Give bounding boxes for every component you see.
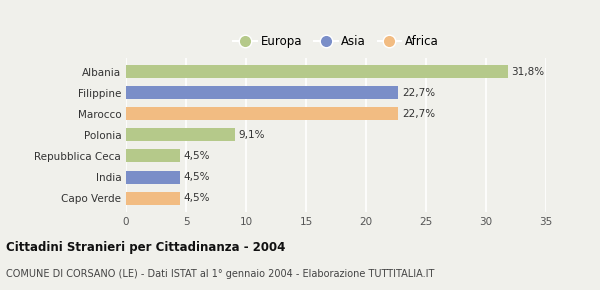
Text: Cittadini Stranieri per Cittadinanza - 2004: Cittadini Stranieri per Cittadinanza - 2… — [6, 241, 286, 254]
Text: 22,7%: 22,7% — [402, 88, 435, 98]
Text: 4,5%: 4,5% — [184, 172, 210, 182]
Text: 22,7%: 22,7% — [402, 109, 435, 119]
Bar — [126, 149, 180, 162]
Text: 9,1%: 9,1% — [239, 130, 265, 140]
Text: COMUNE DI CORSANO (LE) - Dati ISTAT al 1° gennaio 2004 - Elaborazione TUTTITALIA: COMUNE DI CORSANO (LE) - Dati ISTAT al 1… — [6, 269, 434, 279]
Text: 31,8%: 31,8% — [511, 66, 544, 77]
Bar — [126, 192, 180, 205]
Bar — [126, 86, 398, 99]
Text: 4,5%: 4,5% — [184, 193, 210, 203]
Bar — [126, 171, 180, 184]
Bar — [126, 65, 508, 78]
Text: 4,5%: 4,5% — [184, 151, 210, 161]
Bar — [126, 128, 235, 142]
Legend: Europa, Asia, Africa: Europa, Asia, Africa — [229, 30, 443, 52]
Bar — [126, 107, 398, 120]
